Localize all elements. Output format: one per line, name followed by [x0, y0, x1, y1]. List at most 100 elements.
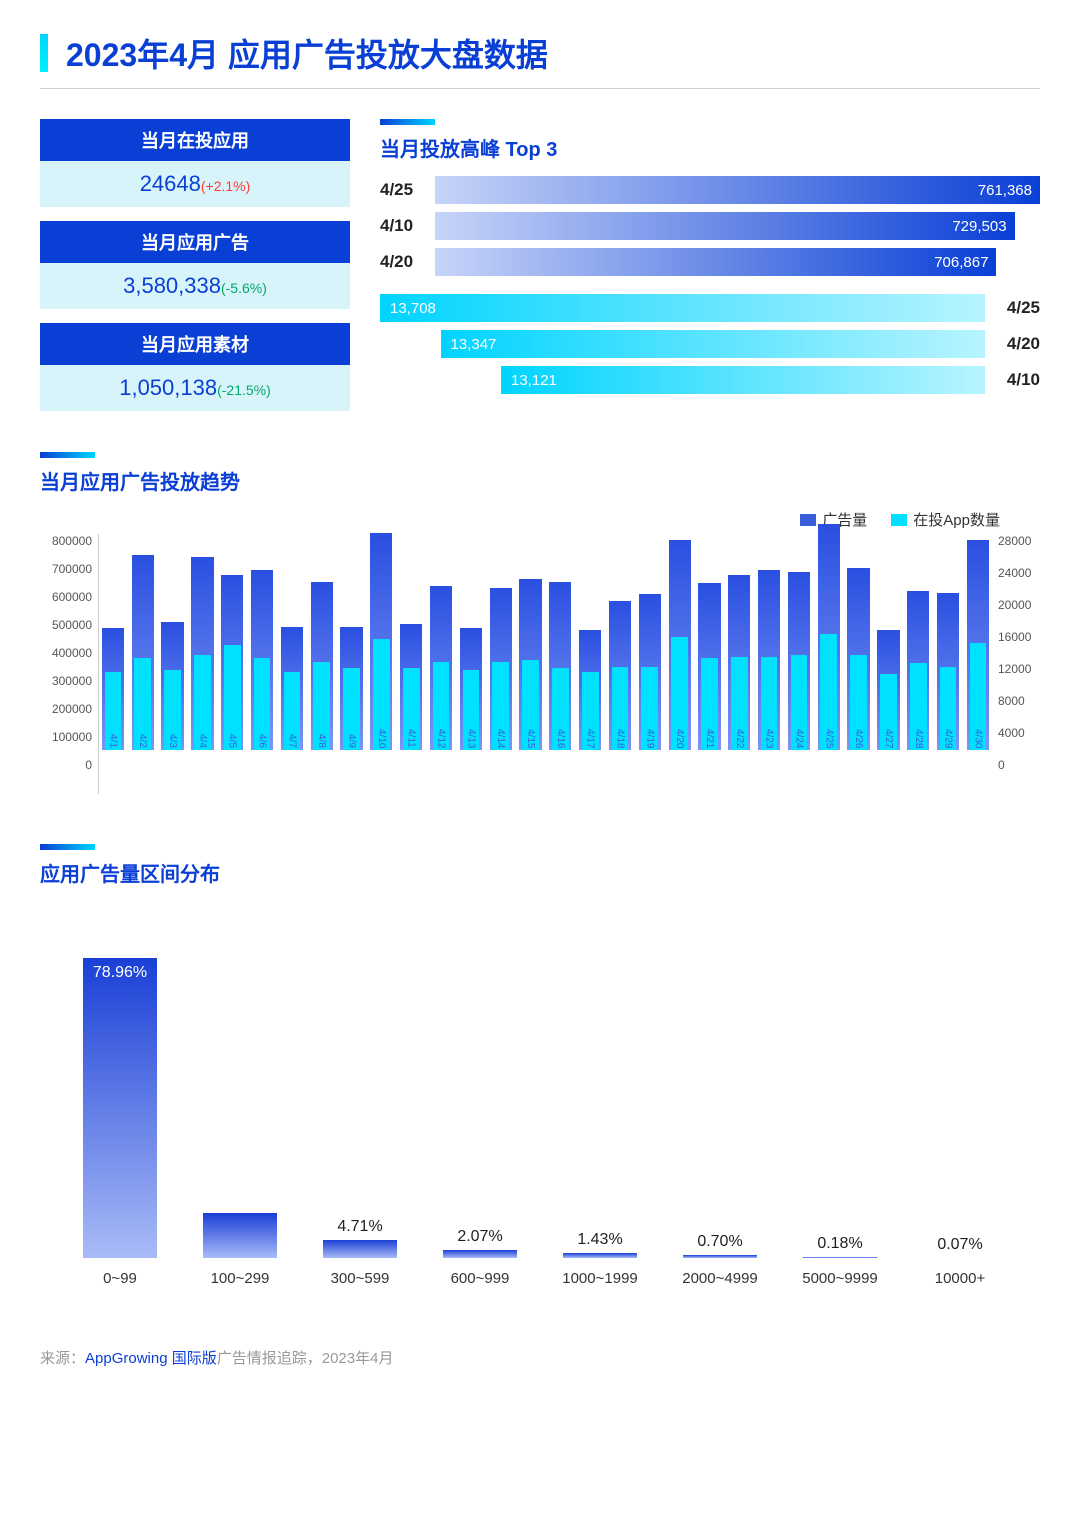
dist-bar-wrap: 0.18% — [780, 958, 900, 1258]
trend-x-label: 4/26 — [853, 729, 864, 748]
top3-blue-row: 4/25761,368 — [380, 176, 1040, 204]
y-tick: 24000 — [998, 566, 1040, 580]
footer-source: 来源：AppGrowing 国际版广告情报追踪，2023年4月 — [40, 1347, 1040, 1368]
distribution-section: 应用广告量区间分布 78.96%0~9911.88%100~2994.71%30… — [40, 844, 1040, 1287]
hbar-fill: 761,368 — [435, 176, 1040, 204]
stat-delta: (+2.1%) — [201, 178, 250, 194]
trend-x-label: 4/16 — [555, 729, 566, 748]
dist-bar — [323, 1240, 397, 1258]
trend-day: 4/2 — [129, 534, 157, 772]
trend-day: 4/9 — [338, 534, 366, 772]
dist-bar-wrap: 2.07% — [420, 958, 540, 1258]
trend-day: 4/14 — [487, 534, 515, 772]
dist-range: 5000~9999 — [802, 1270, 878, 1287]
trend-day: 4/8 — [308, 534, 336, 772]
legend-item: 在投App数量 — [891, 509, 1000, 530]
trend-x-label: 4/14 — [495, 729, 506, 748]
hbar-fill: 706,867 — [435, 248, 996, 276]
trend-x-label: 4/30 — [972, 729, 983, 748]
trend-x-label: 4/20 — [674, 729, 685, 748]
stat-value: 1,050,138(-21.5%) — [40, 365, 350, 411]
dist-bar-wrap: 1.43% — [540, 958, 660, 1258]
y-tick: 300000 — [40, 674, 92, 688]
top3-blue-row: 4/20706,867 — [380, 248, 1040, 276]
dist-col: 2.07%600~999 — [420, 958, 540, 1287]
dist-value: 11.88% — [213, 964, 266, 982]
hbar-fill: 13,121 — [501, 366, 985, 394]
hbar-track: 761,368 — [435, 176, 1040, 204]
footer-link[interactable]: AppGrowing 国际版 — [85, 1350, 217, 1367]
hbar-fill: 729,503 — [435, 212, 1015, 240]
footer-prefix: 来源： — [40, 1350, 85, 1367]
trend-x-label: 4/9 — [346, 734, 357, 748]
trend-x-label: 4/10 — [376, 729, 387, 748]
trend-y-left: 8000007000006000005000004000003000002000… — [40, 534, 98, 794]
stat-label: 当月应用广告 — [40, 221, 350, 263]
dist-value: 0.70% — [697, 1233, 742, 1251]
dist-value: 0.18% — [817, 1235, 862, 1253]
y-tick: 8000 — [998, 694, 1040, 708]
y-tick: 28000 — [998, 534, 1040, 548]
stat-box: 当月应用广告3,580,338(-5.6%) — [40, 221, 350, 309]
legend-label: 在投App数量 — [913, 509, 1000, 530]
trend-day: 4/19 — [636, 534, 664, 772]
dist-col: 0.07%10000+ — [900, 958, 1020, 1287]
trend-day: 4/23 — [755, 534, 783, 772]
hbar-track: 13,121 — [380, 366, 985, 394]
trend-title: 当月应用广告投放趋势 — [40, 466, 1040, 495]
dist-value: 1.43% — [577, 1231, 622, 1249]
dist-bar-wrap: 4.71% — [300, 958, 420, 1258]
trend-x-label: 4/27 — [883, 729, 894, 748]
top3-title: 当月投放高峰 Top 3 — [380, 133, 1040, 162]
hbar-track: 13,347 — [380, 330, 985, 358]
trend-x-label: 4/4 — [197, 734, 208, 748]
dist-range: 300~599 — [331, 1270, 390, 1287]
trend-day: 4/22 — [725, 534, 753, 772]
trend-x-label: 4/28 — [913, 729, 924, 748]
trend-x-label: 4/5 — [227, 734, 238, 748]
trend-day: 4/16 — [546, 534, 574, 772]
y-tick: 12000 — [998, 662, 1040, 676]
hbar-fill: 13,708 — [380, 294, 985, 322]
y-tick: 500000 — [40, 618, 92, 632]
dist-col: 78.96%0~99 — [60, 958, 180, 1287]
trend-x-label: 4/18 — [614, 729, 625, 748]
dist-bar — [83, 958, 157, 1258]
top3-column: 当月投放高峰 Top 3 4/25761,3684/10729,5034/207… — [380, 119, 1040, 412]
top3-date: 4/20 — [985, 334, 1040, 354]
top3-blue-bars: 4/25761,368 4/10729,503 4/20706,867 — [380, 176, 1040, 276]
trend-chart: 8000007000006000005000004000003000002000… — [40, 534, 1040, 794]
trend-x-label: 4/12 — [436, 729, 447, 748]
stat-value: 3,580,338(-5.6%) — [40, 263, 350, 309]
trend-day: 4/10 — [367, 534, 395, 772]
y-tick: 4000 — [998, 726, 1040, 740]
trend-legend: 广告量在投App数量 — [40, 509, 1040, 530]
top3-date: 4/10 — [380, 216, 435, 236]
section-marker — [40, 452, 1040, 458]
top3-date: 4/10 — [985, 370, 1040, 390]
y-tick: 16000 — [998, 630, 1040, 644]
dist-range: 100~299 — [211, 1270, 270, 1287]
dist-bar-wrap: 11.88% — [180, 958, 300, 1258]
stat-value: 24648(+2.1%) — [40, 161, 350, 207]
dist-value: 2.07% — [457, 1228, 502, 1246]
dist-bar — [203, 1213, 277, 1258]
stat-delta: (-5.6%) — [221, 280, 267, 296]
trend-x-label: 4/22 — [734, 729, 745, 748]
trend-plot: 4/14/24/34/44/54/64/74/84/94/104/114/124… — [98, 534, 992, 794]
trend-section: 当月应用广告投放趋势 广告量在投App数量 800000700000600000… — [40, 452, 1040, 794]
trend-day: 4/17 — [576, 534, 604, 772]
section-marker — [380, 119, 1040, 125]
page-title-row: 2023年4月 应用广告投放大盘数据 — [40, 30, 1040, 89]
trend-day: 4/30 — [964, 534, 992, 772]
top3-cyan-row: 13,1214/10 — [380, 366, 1040, 394]
y-tick: 600000 — [40, 590, 92, 604]
trend-x-label: 4/3 — [167, 734, 178, 748]
dist-bar-wrap: 0.70% — [660, 958, 780, 1258]
trend-x-label: 4/29 — [943, 729, 954, 748]
dist-bar-wrap: 78.96% — [60, 958, 180, 1258]
top3-date: 4/25 — [985, 298, 1040, 318]
stat-label: 当月应用素材 — [40, 323, 350, 365]
dist-bar — [443, 1250, 517, 1258]
y-tick: 100000 — [40, 730, 92, 744]
